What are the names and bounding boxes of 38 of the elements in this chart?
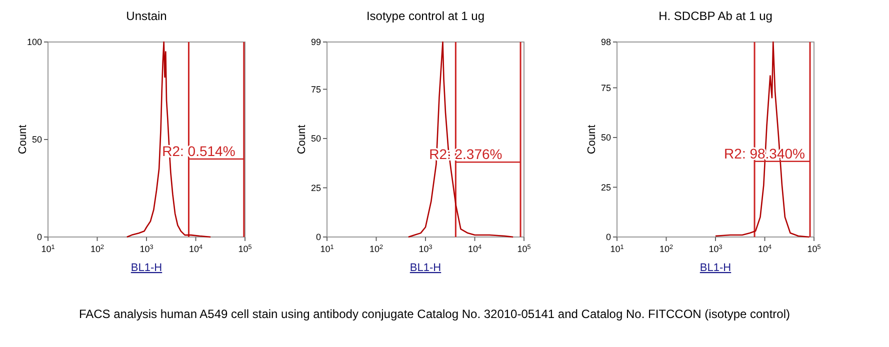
x-tick-label: 10$^{5}$ bbox=[807, 244, 822, 254]
y-tick-label: 98 bbox=[600, 37, 611, 47]
y-axis-title: Count bbox=[296, 124, 308, 154]
y-tick-label: 50 bbox=[600, 132, 611, 143]
x-tick-label: 10$^{2}$ bbox=[369, 244, 384, 254]
y-axis-title: Count bbox=[17, 124, 29, 154]
x-axis-title: BL1-H bbox=[410, 262, 442, 274]
x-tick-label: 10$^{2}$ bbox=[659, 244, 674, 254]
x-tick-label: 10$^{3}$ bbox=[708, 244, 723, 254]
text: FACS analysis human A549 cell stain using antibody conjugate Catalog No. 32010-05141 and Catalog No. FITCCON (isotype control) bbox=[78, 307, 790, 321]
chart-title: Unstain bbox=[126, 9, 167, 23]
y-tick-label: 99 bbox=[310, 37, 321, 47]
x-tick-label: 10$^{4}$ bbox=[758, 244, 772, 254]
y-tick-label: 25 bbox=[600, 182, 611, 192]
x-tick-label: 10$^{4}$ bbox=[188, 244, 203, 254]
y-tick-label: 0 bbox=[36, 232, 42, 242]
x-axis-title: BL1-H bbox=[700, 262, 732, 274]
x-tick-label: 10$^{3}$ bbox=[140, 244, 154, 254]
y-tick-label: 0 bbox=[316, 232, 321, 242]
x-tick-label: 10$^{2}$ bbox=[90, 244, 104, 254]
y-tick-label: 75 bbox=[310, 84, 321, 94]
x-tick-label: 10$^{1}$ bbox=[320, 244, 334, 254]
chart-title: Isotype control at 1 ug bbox=[366, 9, 485, 23]
x-tick-label: 10$^{4}$ bbox=[468, 244, 482, 254]
y-axis-title: Count bbox=[586, 124, 598, 154]
chart-title: H. SDCBP Ab at 1 ug bbox=[658, 9, 772, 23]
x-tick-label: 10$^{1}$ bbox=[41, 244, 56, 254]
y-tick-label: 50 bbox=[32, 134, 42, 144]
x-tick-label: 10$^{5}$ bbox=[238, 244, 252, 254]
y-tick-label: 50 bbox=[310, 134, 321, 144]
x-tick-label: 10$^{3}$ bbox=[418, 244, 433, 254]
y-tick-label: 75 bbox=[600, 82, 611, 93]
x-axis-title: BL1-H bbox=[130, 262, 162, 274]
y-tick-label: 0 bbox=[606, 232, 611, 242]
x-tick-label: 10$^{5}$ bbox=[517, 244, 532, 254]
y-tick-label: 25 bbox=[310, 182, 321, 193]
x-tick-label: 10$^{1}$ bbox=[610, 244, 624, 254]
y-tick-label: 100 bbox=[26, 37, 42, 47]
